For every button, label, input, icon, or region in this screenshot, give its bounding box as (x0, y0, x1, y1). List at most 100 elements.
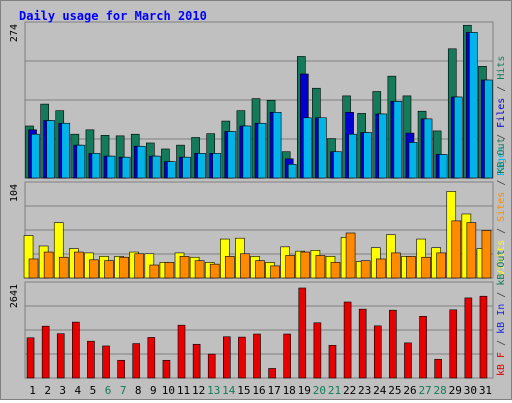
bar-pages (197, 153, 206, 179)
bar-sites (74, 251, 84, 279)
bar-kb-f (223, 336, 231, 379)
x-tick-label: 18 (283, 384, 296, 397)
x-tick-label: 7 (120, 384, 127, 397)
y-max-label: 2641 (9, 284, 20, 308)
x-tick-label: 23 (358, 384, 371, 397)
bar-kb-f (268, 368, 276, 379)
bar-pages (318, 117, 327, 179)
legend-top: Pages / Files / Hits (496, 56, 507, 176)
bar-pages (378, 113, 388, 179)
bar-sites (270, 265, 280, 279)
bar-kb-f (313, 322, 322, 379)
bar-kb-f (389, 309, 397, 379)
bar-sites (240, 253, 250, 279)
x-tick-label: 28 (434, 384, 447, 397)
x-tick-label: 1 (29, 384, 36, 397)
bar-kb-f (56, 333, 65, 379)
bar-kb-f (419, 316, 427, 379)
bar-pages (363, 132, 372, 179)
bar-kb-f (132, 343, 141, 379)
bar-pages (212, 153, 222, 179)
bar-pages (61, 122, 71, 179)
bar-pages (167, 161, 176, 179)
bar-kb-f (298, 287, 307, 379)
bar-kb-f (238, 336, 246, 379)
bar-kb-f (464, 297, 473, 379)
x-tick-label: 21 (328, 384, 341, 397)
bar-kb-f (26, 337, 35, 379)
bar-pages (227, 131, 237, 179)
bar-pages (242, 125, 252, 179)
legend-entry: Files (496, 98, 507, 128)
legend-entry: kB Out (496, 250, 507, 286)
bar-pages (408, 142, 418, 179)
x-tick-label: 29 (449, 384, 462, 397)
bar-sites (164, 262, 175, 279)
x-tick-label: 16 (252, 384, 265, 397)
x-tick-label: 11 (177, 384, 190, 397)
bar-sites (179, 256, 190, 279)
bar-pages (46, 120, 55, 179)
bar-kb-f (177, 324, 186, 379)
x-tick-label: 3 (59, 384, 66, 397)
bar-kb-f (147, 337, 156, 379)
bar-sites (330, 262, 341, 279)
bar-kb-f (253, 333, 261, 379)
bar-kb-f (328, 344, 337, 379)
bar-kb-f (283, 333, 291, 379)
bar-kb-f (102, 345, 110, 379)
bar-sites (406, 256, 416, 279)
legend-entry: / (496, 286, 507, 304)
bar-sites (149, 264, 160, 279)
bar-pages (136, 145, 146, 179)
legend-entry: kB F (496, 352, 507, 376)
bar-pages (469, 32, 478, 179)
y-max-label: 274 (9, 24, 20, 42)
bar-kb-f (162, 359, 171, 379)
bar-sites (421, 256, 431, 279)
legend-entry: Sites (496, 192, 507, 222)
legend-entry: / (496, 174, 507, 192)
bar-pages (121, 156, 131, 179)
bar-pages (348, 133, 357, 179)
legend-entry: Hits (496, 56, 507, 80)
x-tick-label: 4 (75, 384, 82, 397)
legend-entry: / (496, 222, 507, 240)
bar-pages (302, 117, 312, 179)
bar-kb-f (343, 301, 352, 379)
x-tick-label: 9 (150, 384, 157, 397)
bar-visits (53, 222, 64, 279)
bar-sites (391, 252, 401, 279)
bar-sites (315, 255, 326, 279)
x-tick-label: 17 (267, 384, 280, 397)
bar-pages (257, 122, 267, 179)
bar-pages (106, 155, 116, 179)
x-tick-label: 12 (192, 384, 205, 397)
x-tick-label: 22 (343, 384, 356, 397)
legend-entry: / (496, 80, 507, 98)
x-tick-label: 13 (207, 384, 220, 397)
x-tick-label: 27 (418, 384, 431, 397)
bar-kb-f (479, 295, 488, 379)
chart-title: Daily usage for March 2010 (19, 9, 207, 23)
bar-sites (481, 230, 492, 279)
legend-entry: kB In (496, 304, 507, 334)
bar-pages (152, 155, 161, 179)
bar-pages (453, 96, 463, 179)
x-tick-label: 6 (105, 384, 112, 397)
y-max-label: 104 (9, 184, 20, 202)
bar-kb-f (449, 309, 458, 379)
bar-kb-f (117, 359, 125, 379)
bar-kb-f (358, 308, 367, 379)
x-tick-label: 19 (298, 384, 311, 397)
bar-pages (484, 79, 493, 179)
x-tick-label: 2 (44, 384, 51, 397)
bar-kb-f (373, 325, 382, 379)
bar-pages (423, 118, 433, 179)
x-tick-label: 24 (373, 384, 387, 397)
legend-middle: Visits / Sites / KB Out (496, 138, 507, 276)
bar-sites (209, 263, 220, 279)
bar-pages (287, 164, 297, 179)
